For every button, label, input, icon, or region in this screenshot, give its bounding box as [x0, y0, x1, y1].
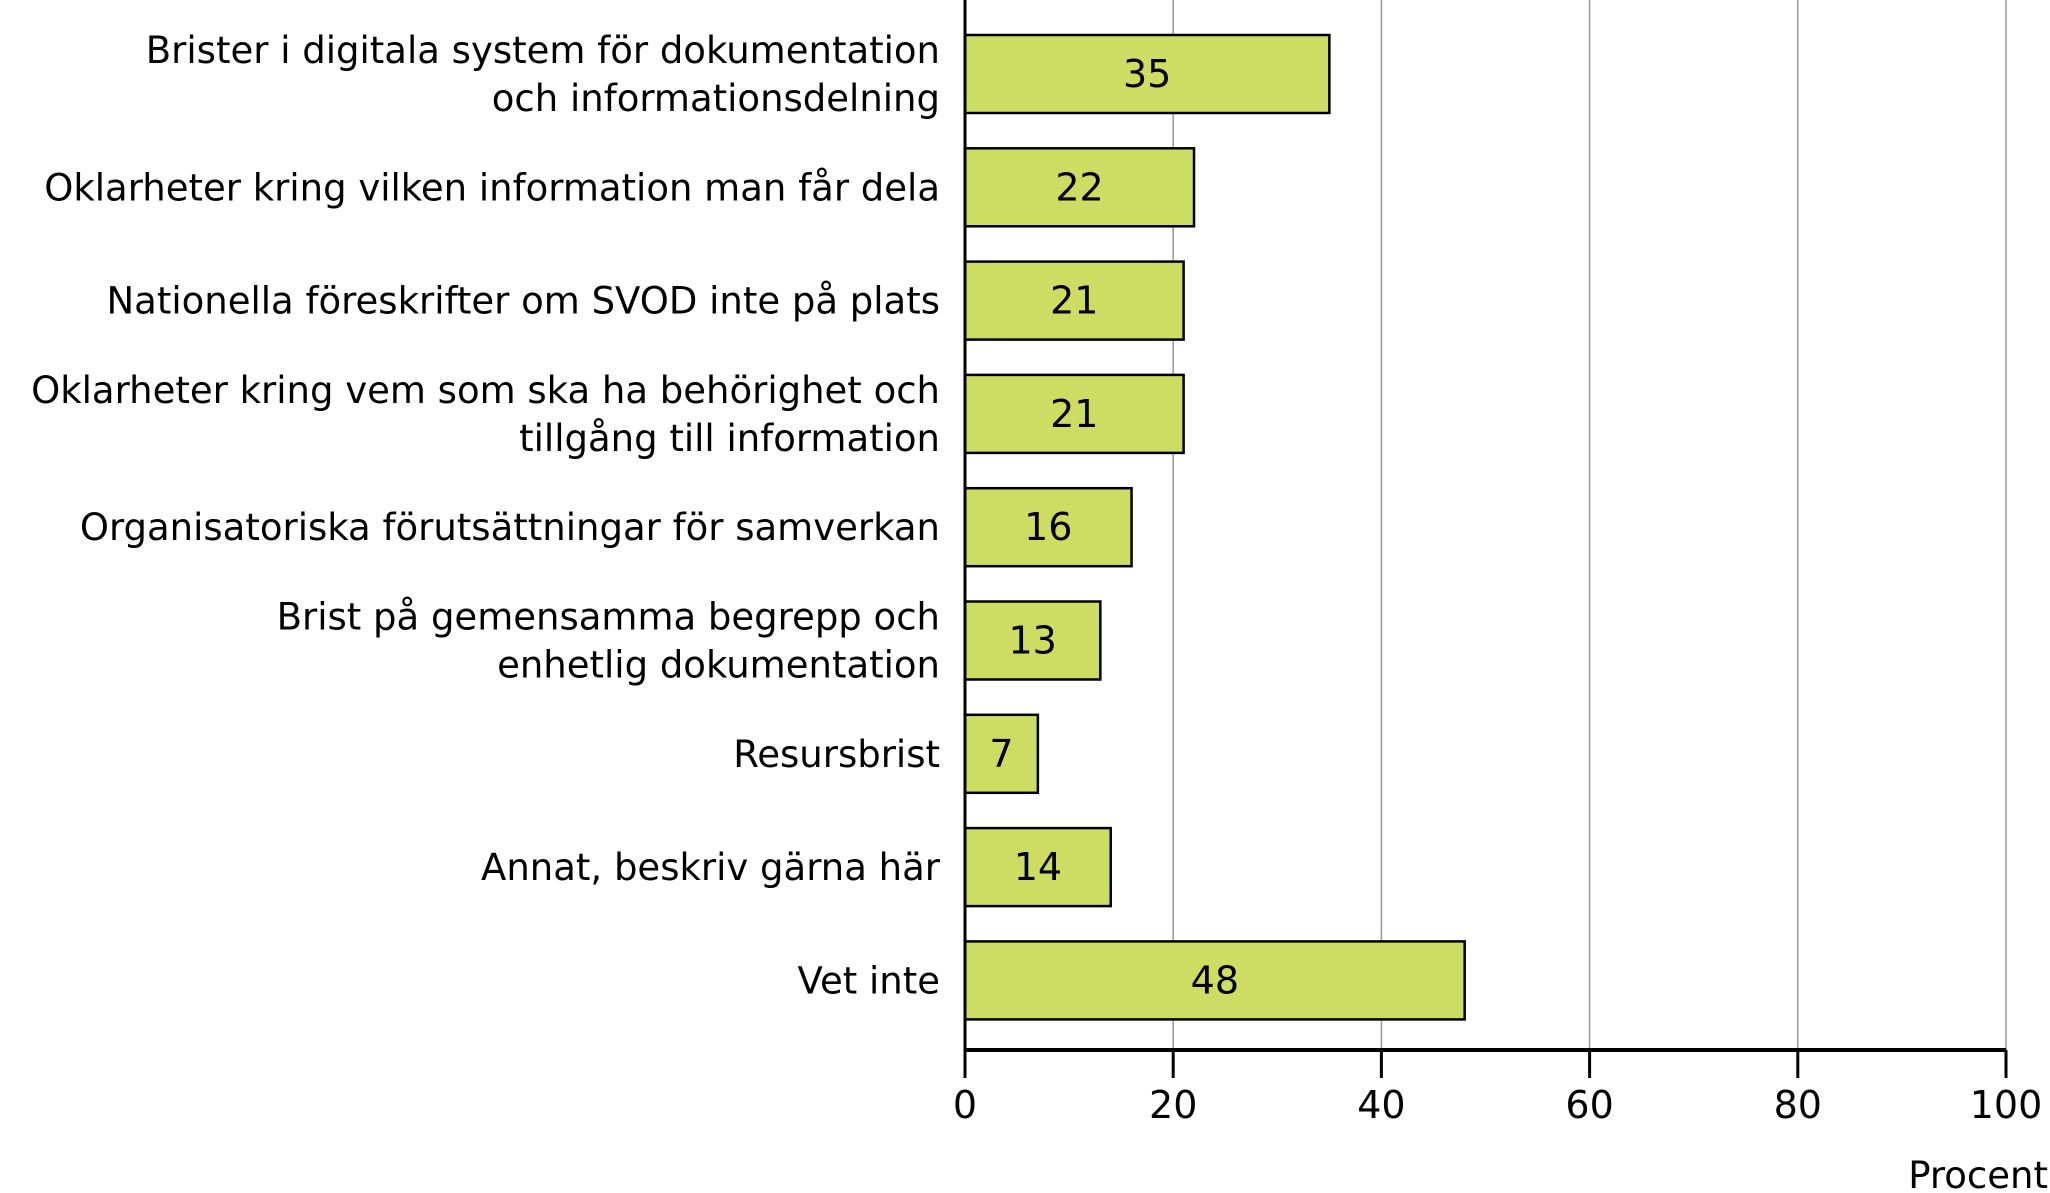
- bar: [963, 713, 1040, 795]
- bar: [963, 486, 1133, 568]
- x-tick-label: 80: [1774, 1083, 1822, 1127]
- category-label: tillgång till information: [519, 417, 940, 460]
- x-tick-label: 0: [953, 1083, 977, 1127]
- data-label: 13: [1008, 619, 1056, 663]
- data-label: 14: [1014, 845, 1062, 889]
- category-label: Brist på gemensamma begrepp och: [277, 596, 940, 639]
- bar: [963, 600, 1102, 681]
- category-label: Oklarheter kring vem som ska ha behörigh…: [31, 369, 940, 412]
- data-label: 21: [1050, 392, 1098, 436]
- x-tick-label: 100: [1970, 1083, 2043, 1127]
- category-label: Resursbrist: [733, 733, 940, 776]
- category-label: enhetlig dokumentation: [497, 644, 940, 687]
- bar: [963, 940, 1466, 1021]
- category-label: Annat, beskriv gärna här: [481, 846, 941, 889]
- category-label: Oklarheter kring vilken information man …: [44, 166, 940, 209]
- x-tick-label: 20: [1149, 1083, 1197, 1127]
- bar: [963, 33, 1331, 115]
- data-label: 22: [1055, 165, 1103, 209]
- category-label: Nationella föreskrifter om SVOD inte på …: [107, 280, 941, 323]
- x-tick-label: 40: [1357, 1083, 1405, 1127]
- bar: [963, 826, 1112, 908]
- x-axis-title: Procent: [1908, 1154, 2048, 1193]
- data-label: 16: [1024, 505, 1072, 549]
- data-label: 48: [1191, 958, 1239, 1002]
- data-label: 35: [1123, 52, 1171, 96]
- x-tick-label: 60: [1565, 1083, 1613, 1127]
- bar: [963, 373, 1185, 455]
- bar: [963, 260, 1185, 341]
- category-label: Vet inte: [798, 959, 940, 1002]
- data-label: 21: [1050, 279, 1098, 323]
- category-label: och informationsdelning: [492, 77, 940, 120]
- category-label: Brister i digitala system för dokumentat…: [146, 29, 940, 72]
- category-label: Organisatoriska förutsättningar för samv…: [80, 506, 940, 549]
- data-label: 7: [989, 732, 1013, 776]
